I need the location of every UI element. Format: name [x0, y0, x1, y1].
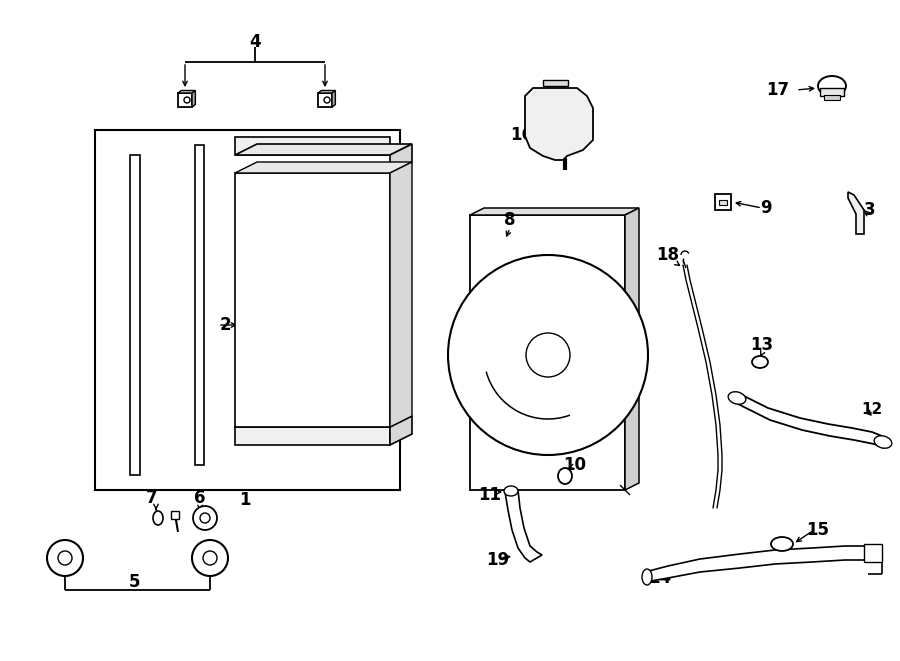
Bar — [95, 130, 400, 490]
Polygon shape — [235, 162, 412, 173]
Bar — [235, 173, 390, 427]
Text: 17: 17 — [767, 81, 789, 99]
Polygon shape — [625, 208, 639, 490]
Polygon shape — [848, 192, 864, 234]
Text: 6: 6 — [194, 489, 206, 507]
Circle shape — [193, 506, 217, 530]
Text: 16: 16 — [510, 126, 534, 144]
Bar — [195, 145, 204, 465]
Text: 10: 10 — [563, 456, 587, 474]
Text: 14: 14 — [648, 569, 671, 587]
Text: 1: 1 — [239, 491, 251, 509]
Polygon shape — [192, 91, 195, 107]
Polygon shape — [505, 490, 542, 562]
Circle shape — [324, 97, 330, 103]
Bar — [235, 427, 390, 445]
Text: 15: 15 — [806, 521, 830, 539]
Bar — [543, 80, 568, 86]
Polygon shape — [735, 392, 884, 448]
Polygon shape — [390, 416, 412, 445]
Bar — [235, 137, 390, 155]
Circle shape — [200, 513, 210, 523]
Ellipse shape — [504, 486, 518, 496]
Bar — [130, 155, 140, 475]
Polygon shape — [470, 208, 639, 215]
Text: 12: 12 — [861, 403, 883, 418]
Text: 5: 5 — [130, 573, 140, 591]
Bar — [715, 194, 731, 210]
Text: 4: 4 — [249, 33, 261, 51]
Polygon shape — [390, 144, 412, 173]
Polygon shape — [178, 91, 195, 93]
Ellipse shape — [558, 468, 572, 484]
Ellipse shape — [874, 436, 892, 448]
Text: 18: 18 — [656, 246, 680, 264]
Bar — [824, 95, 840, 100]
Bar — [171, 511, 179, 519]
Text: 3: 3 — [864, 201, 876, 219]
Bar — [178, 93, 192, 107]
Text: 13: 13 — [751, 336, 774, 354]
Bar — [470, 215, 625, 490]
Polygon shape — [645, 546, 868, 582]
Polygon shape — [318, 91, 336, 93]
Ellipse shape — [818, 76, 846, 96]
Circle shape — [448, 255, 648, 455]
Ellipse shape — [752, 356, 768, 368]
Text: 2: 2 — [220, 316, 230, 334]
Polygon shape — [390, 162, 412, 427]
Text: 19: 19 — [486, 551, 509, 569]
Ellipse shape — [728, 392, 746, 405]
Polygon shape — [525, 88, 593, 160]
Text: 9: 9 — [760, 199, 772, 217]
Bar — [318, 93, 332, 107]
Circle shape — [203, 551, 217, 565]
Circle shape — [184, 97, 190, 103]
Circle shape — [47, 540, 83, 576]
Ellipse shape — [153, 511, 163, 525]
Ellipse shape — [642, 569, 652, 585]
Polygon shape — [235, 144, 412, 155]
Circle shape — [58, 551, 72, 565]
Text: 7: 7 — [146, 489, 158, 507]
Bar — [864, 544, 882, 562]
Text: 11: 11 — [479, 486, 501, 504]
Polygon shape — [332, 91, 336, 107]
Bar — [719, 200, 727, 205]
Polygon shape — [235, 416, 412, 427]
Ellipse shape — [771, 537, 793, 551]
Circle shape — [192, 540, 228, 576]
Bar — [820, 88, 844, 96]
Text: 8: 8 — [504, 211, 516, 229]
